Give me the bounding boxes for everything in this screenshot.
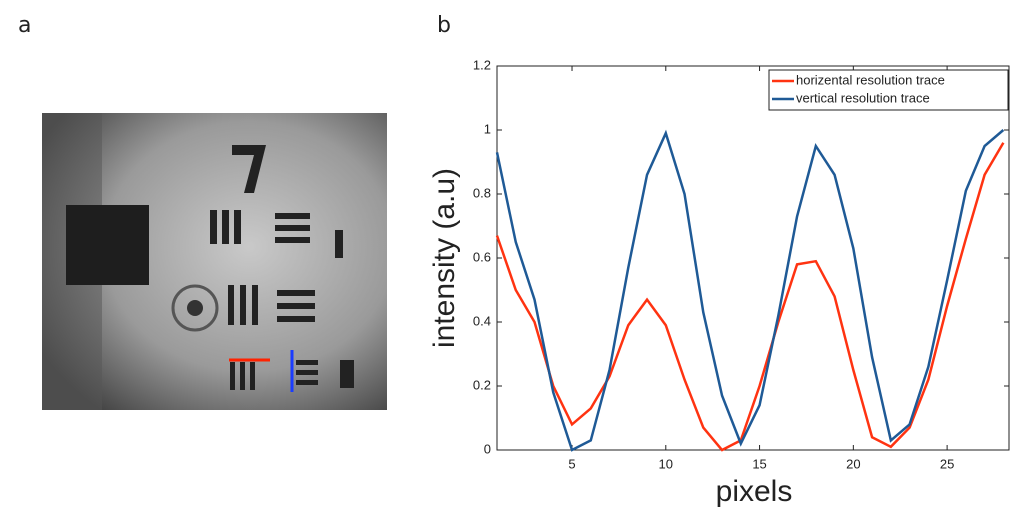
plot-frame <box>496 65 1010 451</box>
x-tick-label: 10 <box>659 456 673 471</box>
x-tick-label: 20 <box>846 456 860 471</box>
y-tick-label: 1.2 <box>473 57 491 72</box>
panel-label: b <box>437 13 451 38</box>
target-image <box>42 113 387 410</box>
panel-label: a <box>18 13 31 38</box>
x-tick-label: 25 <box>940 456 954 471</box>
x-tick-label: 15 <box>752 456 766 471</box>
y-tick-label: 0.6 <box>473 249 491 264</box>
x-tick-label: 5 <box>568 456 575 471</box>
series-line <box>495 129 1005 452</box>
legend-label: vertical resolution trace <box>796 90 930 105</box>
y-tick-label: 0.8 <box>473 185 491 200</box>
legend-box <box>768 69 1009 111</box>
x-axis-label: pixels <box>716 475 793 508</box>
y-tick-label: 0 <box>484 441 491 456</box>
legend-label: horizental resolution trace <box>796 72 945 87</box>
y-tick-label: 1 <box>484 121 491 136</box>
y-tick-label: 0.2 <box>473 377 491 392</box>
y-tick-label: 0.4 <box>473 313 491 328</box>
y-axis-label: intensity (a.u) <box>428 168 461 348</box>
series-line <box>495 142 1005 452</box>
